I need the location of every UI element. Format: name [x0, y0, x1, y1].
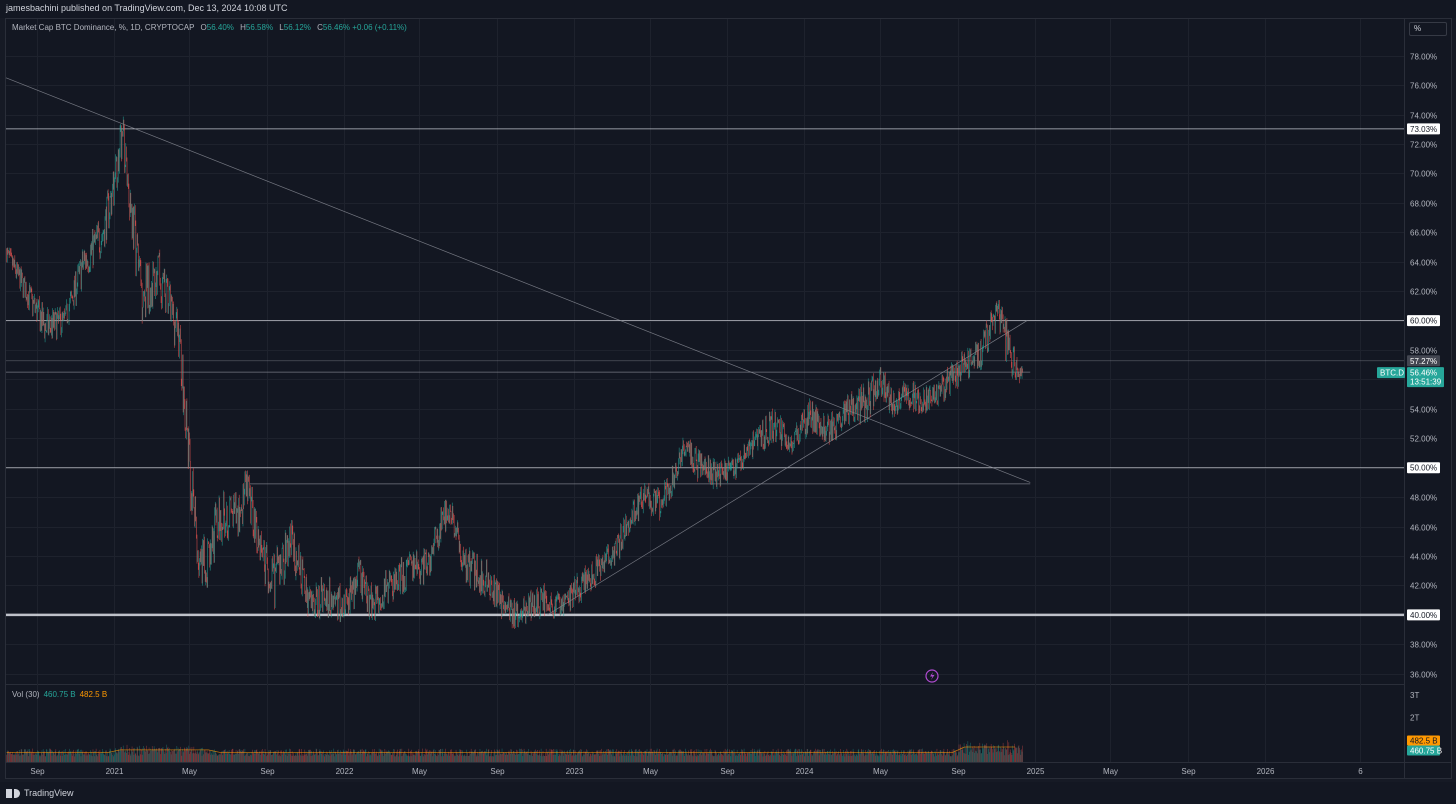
time-tick-label: Sep [951, 767, 966, 776]
price-line-badge [1407, 355, 1440, 367]
time-tick-label: 2026 [1257, 767, 1275, 776]
price-tick-label: 72.00% [1410, 141, 1437, 150]
time-tick-label: May [1103, 767, 1118, 776]
volume-badge-label: 460.75 B [1410, 747, 1442, 756]
price-tick-label: 66.00% [1410, 229, 1437, 238]
trend-lines [5, 77, 1031, 616]
close-label: C [317, 23, 323, 32]
price-tick-label: 62.00% [1410, 288, 1437, 297]
price-tick-label: 48.00% [1410, 494, 1437, 503]
price-line-label: 73.03% [1410, 125, 1437, 134]
volume-tick-label: 3T [1410, 691, 1419, 700]
price-tick-label: 46.00% [1410, 524, 1437, 533]
volume-badge [1407, 745, 1440, 756]
price-tick-label: 64.00% [1410, 259, 1437, 268]
volume-ma-value: 482.5 B [79, 690, 108, 699]
time-tick-label: Sep [490, 767, 505, 776]
candles [6, 116, 1023, 630]
change-value: +0.06 (+0.11%) [352, 23, 407, 32]
volume-value: 460.75 B [43, 690, 76, 699]
time-tick-label: 2024 [796, 767, 814, 776]
volume-tick-label: 2T [1410, 713, 1419, 722]
trend-line [5, 77, 1031, 483]
trend-line [547, 320, 1028, 616]
price-tick-label: 52.00% [1410, 435, 1437, 444]
price-tick-label: 36.00% [1410, 671, 1437, 680]
time-tick-label: Sep [720, 767, 735, 776]
volume-label: Vol (30) [12, 690, 40, 699]
low-label: L [279, 23, 284, 32]
open-value: 56.40% [206, 23, 234, 32]
last-price-value: 56.46% [1410, 369, 1437, 378]
tradingview-icon [6, 788, 20, 798]
price-tick-label: 58.00% [1410, 347, 1437, 356]
time-tick-label: 2025 [1027, 767, 1045, 776]
symbol-badge-label: BTC.D [1380, 369, 1404, 378]
price-tick-label: 38.00% [1410, 641, 1437, 650]
time-tick-label: 2021 [106, 767, 124, 776]
price-tick-label: 68.00% [1410, 200, 1437, 209]
close-value: 56.46% [322, 23, 351, 32]
price-tick-label: 42.00% [1410, 582, 1437, 591]
time-tick-label: May [182, 767, 197, 776]
price-line-label: 60.00% [1410, 317, 1437, 326]
tradingview-logo[interactable]: TradingView [6, 788, 74, 798]
price-tick-label: 70.00% [1410, 170, 1437, 179]
time-tick-label: May [873, 767, 888, 776]
grid [6, 19, 1451, 778]
symbol-legend: Market Cap BTC Dominance, %, 1D, CRYPTOC… [12, 23, 407, 32]
time-tick-label: 6 [1358, 767, 1363, 776]
horizontal-price-lines [6, 128, 1404, 617]
symbol-badge [1377, 367, 1405, 379]
high-label: H [240, 23, 246, 32]
price-tick-label: 44.00% [1410, 553, 1437, 562]
price-tick-label: 54.00% [1410, 406, 1437, 415]
lightning-icon[interactable] [925, 669, 939, 683]
time-tick-label: 2022 [336, 767, 354, 776]
top-bar [0, 0, 1456, 18]
publisher-caption: jamesbachini published on TradingView.co… [6, 3, 288, 13]
price-axis: 36.00% 38.00% 40.00% 42.00% 44.00% 46.00% 48.0… [1410, 53, 1437, 723]
price-line-badge [1407, 609, 1440, 621]
time-tick-label: Sep [30, 767, 45, 776]
axis-badges: 73.03% 60.00% 57.27% 50.00% 40.00% BTC.D 56.46… [1377, 123, 1444, 756]
time-tick-label: Sep [1181, 767, 1196, 776]
time-tick-label: May [643, 767, 658, 776]
volume-bars [6, 740, 1023, 762]
price-line-badge [1407, 462, 1440, 474]
price-line-badge [1407, 123, 1440, 135]
price-tick-label: 78.00% [1410, 53, 1437, 62]
volume-badge [1407, 735, 1440, 746]
price-line-label: 50.00% [1410, 464, 1437, 473]
time-tick-label: Sep [260, 767, 275, 776]
last-price-badge [1407, 367, 1444, 388]
time-tick-label: May [412, 767, 427, 776]
bar-countdown: 13:51:39 [1410, 378, 1442, 387]
time-tick-label: 2023 [566, 767, 584, 776]
volume-legend: Vol (30) 460.75 B 482.5 B [12, 690, 107, 699]
price-tick-label: 76.00% [1410, 82, 1437, 91]
price-line-label: 40.00% [1410, 611, 1437, 620]
brand-name: TradingView [24, 788, 74, 798]
low-value: 56.12% [283, 23, 311, 32]
volume-badge-label: 482.5 B [1410, 737, 1438, 746]
open-label: O [200, 23, 207, 32]
price-tick-label: 74.00% [1410, 112, 1437, 121]
footer-bar [0, 782, 1456, 804]
price-line-label: 57.27% [1410, 357, 1437, 366]
price-line-badge [1407, 315, 1440, 327]
percent-scale-button[interactable]: % [1409, 22, 1447, 36]
high-value: 56.58% [245, 23, 274, 32]
volume-ma-line [6, 746, 1016, 753]
symbol-title: Market Cap BTC Dominance, %, 1D, CRYPTOC… [12, 23, 195, 32]
time-axis: Sep 2021 May Sep 2022 May Sep 2023 May Sep 2024 May… [30, 767, 1363, 776]
